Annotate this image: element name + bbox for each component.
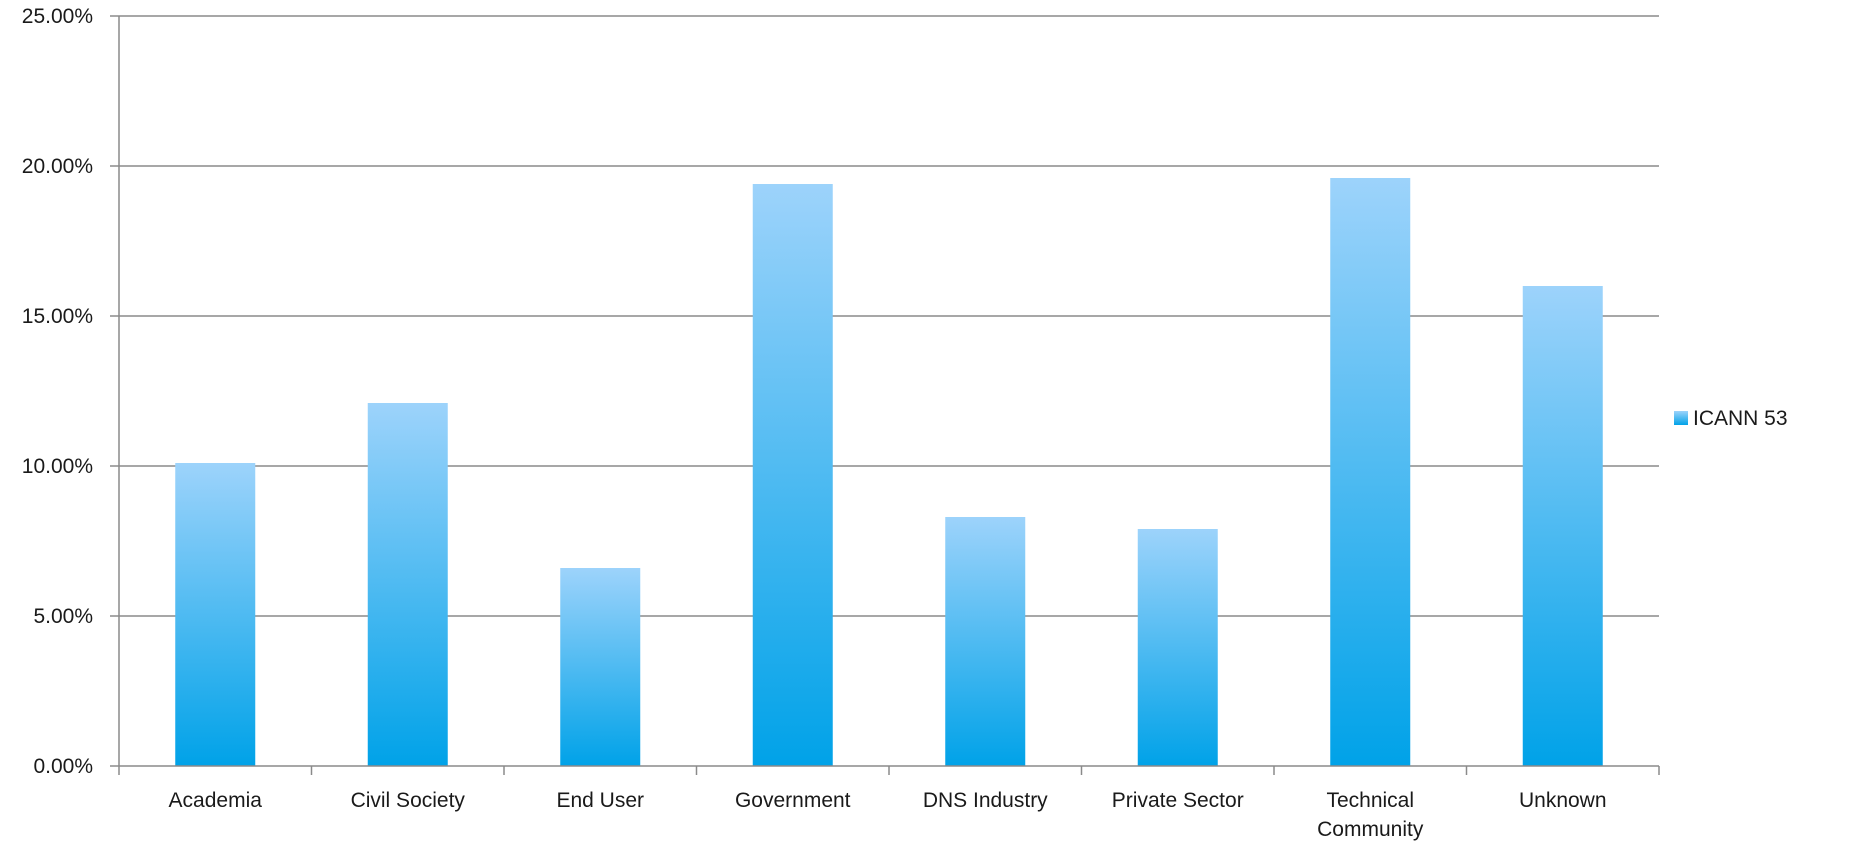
y-tick-label: 20.00%	[22, 155, 93, 178]
axes	[118, 16, 1660, 775]
y-tick-label: 10.00%	[22, 455, 93, 478]
y-tick-label: 5.00%	[33, 605, 93, 628]
legend-swatch	[1674, 411, 1688, 425]
legend: ICANN 53	[1674, 407, 1788, 430]
gridlines	[110, 15, 1659, 767]
x-axis-tick-labels: Academia Civil Society End User Government D…	[169, 789, 1607, 841]
x-tick-label: End User	[556, 789, 644, 812]
x-tick-label: Private Sector	[1112, 789, 1244, 812]
legend-label: ICANN 53	[1693, 407, 1788, 430]
bar-private-sector	[1137, 529, 1218, 766]
bar-technical-community	[1330, 178, 1411, 766]
bar-unknown	[1522, 286, 1603, 766]
y-tick-label: 25.00%	[22, 5, 93, 28]
x-tick-label: Technical Community	[1317, 789, 1424, 841]
y-tick-label: 0.00%	[33, 755, 93, 778]
bars	[175, 178, 1603, 766]
bar-academia	[175, 463, 256, 766]
x-tick-label: Government	[735, 789, 851, 812]
bar-civil-society	[367, 403, 448, 766]
x-tick-label: Academia	[169, 789, 263, 812]
x-tick-label: Civil Society	[351, 789, 466, 812]
bar-end-user	[560, 568, 641, 766]
x-tick-label: DNS Industry	[923, 789, 1048, 812]
y-tick-label: 15.00%	[22, 305, 93, 328]
x-tick-label: Unknown	[1519, 789, 1607, 812]
bar-dns-industry	[945, 517, 1026, 766]
bar-government	[752, 184, 833, 766]
y-axis-tick-labels: 0.00% 5.00% 10.00% 15.00% 20.00% 25.00%	[22, 5, 93, 778]
